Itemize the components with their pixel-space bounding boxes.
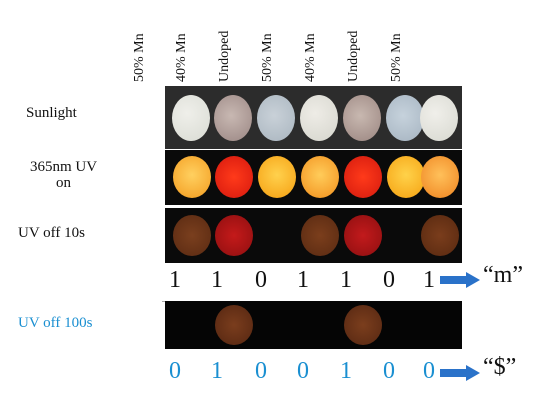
bit-5: 1 (340, 267, 352, 293)
row-label-uv-on-line2: on (56, 174, 72, 191)
column-header-5: 40% Mn (303, 33, 318, 82)
column-header-3: Undoped (217, 30, 232, 82)
uv-on-sample-5 (344, 156, 382, 198)
sunlight-sample-3 (257, 95, 295, 141)
decoded-character-m: “m” (483, 262, 523, 288)
row-label-uv-off-10s: UV off 10s (18, 225, 85, 241)
sunlight-sample-1 (172, 95, 210, 141)
uv-on-panel (165, 150, 462, 205)
uv-on-sample-6 (387, 156, 425, 198)
uv-off-10s-sample-5 (344, 215, 382, 256)
sunlight-sample-5 (343, 95, 381, 141)
sunlight-sample-6 (386, 95, 424, 141)
binary-code-row-2: 0 1 0 0 1 0 0 (0, 358, 550, 390)
row-label-uv-on: 365nm UV on (30, 159, 98, 192)
bit-4: 1 (297, 267, 309, 293)
decoded-character-dollar: “$” (483, 354, 517, 380)
sunlight-sample-4 (300, 95, 338, 141)
uv-off-10s-sample-2 (215, 215, 253, 256)
column-header-6: Undoped (346, 30, 361, 82)
column-header-2: 40% Mn (174, 33, 189, 82)
uv-on-sample-2 (215, 156, 253, 198)
sunlight-panel (165, 86, 462, 149)
uv-on-sample-1 (173, 156, 211, 198)
row-label-uv-on-line1: 365nm UV (30, 159, 98, 175)
bit-7: 0 (423, 358, 435, 384)
sunlight-sample-7 (420, 95, 458, 141)
row-label-uv-off-100s: UV off 100s (18, 315, 93, 331)
bit-3: 0 (255, 267, 267, 293)
uv-off-10s-sample-1 (173, 215, 211, 256)
bit-5: 1 (340, 358, 352, 384)
uv-on-sample-7 (421, 156, 459, 198)
bit-3: 0 (255, 358, 267, 384)
bit-1: 0 (169, 358, 181, 384)
bit-6: 0 (383, 267, 395, 293)
uv-off-10s-sample-7 (421, 215, 459, 256)
uv-off-100s-sample-2 (215, 305, 253, 345)
uv-off-100s-panel (165, 301, 462, 349)
row-label-sunlight: Sunlight (26, 105, 77, 121)
sunlight-sample-2 (214, 95, 252, 141)
uv-on-sample-3 (258, 156, 296, 198)
bit-6: 0 (383, 358, 395, 384)
column-header-1: 50% Mn (132, 33, 147, 82)
bit-2: 1 (211, 267, 223, 293)
bit-1: 1 (169, 267, 181, 293)
uv-on-sample-4 (301, 156, 339, 198)
uv-off-10s-sample-4 (301, 215, 339, 256)
bit-2: 1 (211, 358, 223, 384)
bit-4: 0 (297, 358, 309, 384)
column-header-7: 50% Mn (389, 33, 404, 82)
uv-off-100s-sample-5 (344, 305, 382, 345)
arrow-right-icon (440, 365, 480, 381)
bit-7: 1 (423, 267, 435, 293)
arrow-right-icon (440, 272, 480, 288)
column-header-4: 50% Mn (260, 33, 275, 82)
binary-code-row-1: 1 1 0 1 1 0 1 (0, 267, 550, 299)
uv-off-10s-panel (165, 208, 462, 263)
